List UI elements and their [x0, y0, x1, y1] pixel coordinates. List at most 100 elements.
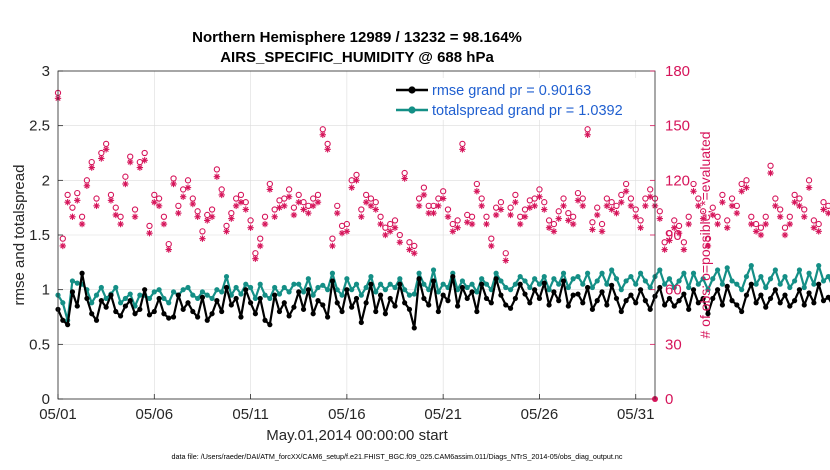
evaluated-point [281, 202, 288, 210]
possible-point [59, 235, 66, 242]
series-totalspread-point [584, 270, 591, 276]
series-totalspread-point [580, 281, 586, 287]
series-totalspread-point [613, 276, 620, 282]
series-totalspread-point [300, 289, 307, 295]
evaluated-point [603, 202, 611, 210]
evaluated-point [454, 224, 461, 231]
series-totalspread-point [686, 284, 692, 291]
evaluated-point [271, 213, 278, 220]
possible-point [64, 191, 71, 199]
possible-point [377, 213, 384, 220]
evaluated-point [377, 220, 384, 228]
series-rmse-point [108, 292, 114, 298]
series-totalspread-point [151, 289, 157, 295]
evaluated-point [358, 213, 365, 220]
series-rmse-point [190, 308, 196, 315]
possible-point [440, 188, 447, 195]
series-totalspread-point [565, 284, 571, 291]
evaluated-point [261, 220, 269, 228]
possible-point [704, 235, 712, 242]
evaluated-point [521, 213, 529, 220]
possible-point [690, 180, 697, 188]
series-rmse-point [122, 303, 129, 309]
series-totalspread-point [806, 270, 812, 276]
series-totalspread-point [214, 287, 220, 293]
evaluated-point [411, 250, 418, 257]
series-totalspread-point [474, 289, 480, 295]
series-rmse-point [204, 317, 210, 323]
series-rmse-point [113, 308, 119, 315]
series-totalspread-point [204, 292, 210, 298]
y-left-tick-label: 1.5 [29, 227, 50, 244]
series-rmse-point [320, 302, 326, 308]
possible-point [478, 195, 485, 202]
series-rmse-point [676, 298, 682, 304]
legend-rmse-marker [408, 86, 416, 94]
evaluated-point [300, 206, 307, 213]
series-totalspread-point [498, 278, 504, 284]
evaluated-point [497, 206, 505, 213]
evaluated-point [102, 146, 110, 153]
series-totalspread-point [127, 291, 133, 297]
possible-point [815, 220, 822, 228]
series-totalspread-point [493, 270, 499, 276]
evaluated-point [329, 242, 336, 250]
series-rmse-point [522, 291, 528, 297]
y-left-tick-label: 2 [42, 172, 50, 189]
series-totalspread-point [532, 276, 538, 282]
possible-point [69, 204, 76, 211]
evaluated-point [362, 199, 370, 206]
possible-point [589, 219, 596, 226]
series-rmse-point [195, 314, 201, 320]
series-rmse-point [517, 281, 523, 287]
possible-point [632, 206, 639, 213]
series-rmse-point [734, 302, 740, 308]
possible-point [618, 191, 625, 199]
series-rmse-point [690, 287, 697, 293]
series-rmse-point [89, 311, 95, 317]
possible-point [767, 162, 774, 169]
series-totalspread-point [541, 273, 547, 280]
evaluated-point [266, 186, 274, 193]
series-totalspread-point [60, 300, 66, 306]
series-rmse-point [430, 278, 437, 284]
evaluated-point [483, 220, 490, 228]
evaluated-point [151, 199, 158, 206]
series-totalspread-point [272, 284, 278, 291]
series-totalspread-point [238, 291, 244, 297]
evaluated-point [627, 202, 635, 210]
series-totalspread-point [190, 292, 196, 298]
series-rmse-point [272, 292, 278, 298]
evaluated-point [372, 206, 379, 213]
series-totalspread-point [748, 263, 754, 269]
evaluated-point [579, 202, 586, 210]
possible-point [261, 213, 269, 220]
series-rmse-point [787, 303, 793, 309]
series-totalspread-point [122, 295, 129, 302]
series-totalspread-point [507, 287, 514, 293]
evaluated-point [223, 228, 230, 235]
series-totalspread-point [695, 281, 701, 287]
evaluated-point [690, 188, 697, 195]
evaluated-point [815, 228, 822, 235]
possible-point [415, 195, 423, 202]
evaluated-point [295, 199, 302, 206]
x-tick-label: 05/21 [424, 406, 462, 423]
evaluated-point [801, 213, 808, 220]
series-rmse-point [705, 311, 711, 317]
possible-point [497, 199, 505, 206]
evaluated-point [396, 239, 404, 246]
series-totalspread-point [777, 281, 783, 287]
series-rmse-point [748, 281, 754, 287]
possible-point [627, 195, 635, 202]
possible-point [175, 202, 182, 209]
series-totalspread-point [296, 281, 302, 287]
series-rmse-point [84, 295, 90, 302]
series-rmse-point [628, 292, 634, 298]
series-totalspread-point [647, 284, 653, 291]
evaluated-point [569, 220, 577, 228]
series-rmse-point [146, 312, 153, 318]
possible-point [112, 204, 119, 211]
possible-point [387, 220, 394, 228]
evaluated-point [290, 211, 298, 219]
